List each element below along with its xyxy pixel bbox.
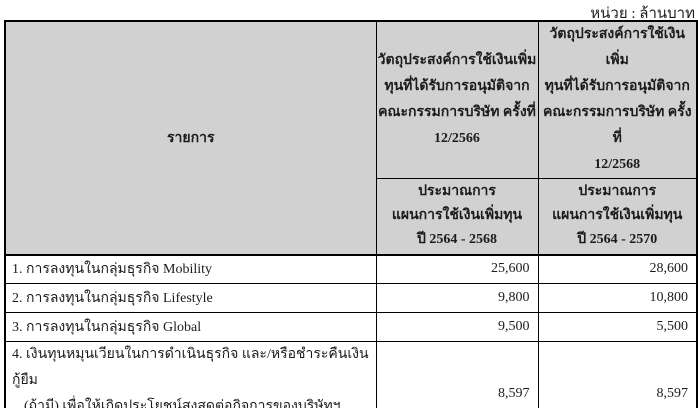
row-label: 3. การลงทุนในกลุ่มธุรกิจ Global — [4, 312, 377, 342]
header-line: คณะกรรมการบริษัท ครั้งที่ — [542, 105, 692, 146]
table-row-working-capital: 4. เงินทุนหมุนเวียนในการดำเนินธุรกิจ และ… — [4, 341, 698, 408]
header-line: ประมาณการ — [418, 184, 496, 200]
header-line: วัตถุประสงค์การใช้เงินเพิ่ม — [377, 53, 537, 68]
row-value-2568: 8,597 — [537, 341, 698, 408]
row-value-2566: 9,800 — [375, 283, 539, 313]
header-line: ทุนที่ได้รับการอนุมัติจาก — [384, 79, 530, 94]
header-line: แผนการใช้เงินเพิ่มทุน — [391, 208, 523, 224]
header-row-plan: ประมาณการ แผนการใช้เงินเพิ่มทุน ปี 2564 … — [5, 178, 698, 256]
header-line: วัตถุประสงค์การใช้เงินเพิ่ม — [549, 27, 686, 68]
table-row-lifestyle: 2. การลงทุนในกลุ่มธุรกิจ Lifestyle 9,800… — [4, 283, 698, 313]
unit-label: หน่วย : ล้านบาท — [590, 6, 695, 22]
row-value-2568: 28,600 — [537, 254, 698, 284]
row-value-2566: 8,597 — [375, 341, 539, 408]
column-header-plan-2570: ประมาณการ แผนการใช้เงินเพิ่มทุน ปี 2564 … — [537, 178, 698, 256]
column-header-plan-2568: ประมาณการ แผนการใช้เงินเพิ่มทุน ปี 2564 … — [375, 178, 539, 256]
header-line: ปี 2564 - 2570 — [577, 232, 658, 248]
row-label-line: 4. เงินทุนหมุนเวียนในการดำเนินธุรกิจ และ… — [12, 347, 369, 388]
table-row-mobility: 1. การลงทุนในกลุ่มธุรกิจ Mobility 25,600… — [4, 254, 698, 284]
header-line: ทุนที่ได้รับการอนุมัติจาก — [544, 79, 690, 94]
row-label: 2. การลงทุนในกลุ่มธุรกิจ Lifestyle — [4, 283, 377, 313]
header-row-purpose: รายการ วัตถุประสงค์การใช้เงินเพิ่ม ทุนที… — [4, 20, 698, 256]
row-label-line: (ถ้ามี) เพื่อให้เกิดประโยชน์สูงสุดต่อกิจ… — [24, 399, 341, 408]
header-line: 12/2568 — [594, 157, 641, 172]
header-line: 12/2566 — [434, 131, 480, 146]
capital-use-table: รายการ วัตถุประสงค์การใช้เงินเพิ่ม ทุนที… — [4, 20, 698, 408]
row-value-2566: 9,500 — [375, 312, 539, 342]
row-label: 4. เงินทุนหมุนเวียนในการดำเนินธุรกิจ และ… — [4, 341, 377, 408]
row-label: 1. การลงทุนในกลุ่มธุรกิจ Mobility — [4, 254, 377, 284]
header-line: ประมาณการ — [578, 184, 657, 200]
column-header-purpose-2568: วัตถุประสงค์การใช้เงินเพิ่ม ทุนที่ได้รับ… — [537, 20, 698, 179]
column-header-purpose-2566: วัตถุประสงค์การใช้เงินเพิ่ม ทุนที่ได้รับ… — [375, 20, 539, 179]
table-row-global: 3. การลงทุนในกลุ่มธุรกิจ Global 9,500 5,… — [4, 312, 698, 342]
row-value-2568: 5,500 — [537, 312, 698, 342]
column-header-items: รายการ — [4, 20, 377, 256]
header-line: แผนการใช้เงินเพิ่มทุน — [552, 208, 683, 224]
header-line: ปี 2564 - 2568 — [416, 232, 498, 248]
header-line: คณะกรรมการบริษัท ครั้งที่ — [378, 105, 536, 120]
row-value-2566: 25,600 — [375, 254, 539, 284]
row-value-2568: 10,800 — [537, 283, 698, 313]
